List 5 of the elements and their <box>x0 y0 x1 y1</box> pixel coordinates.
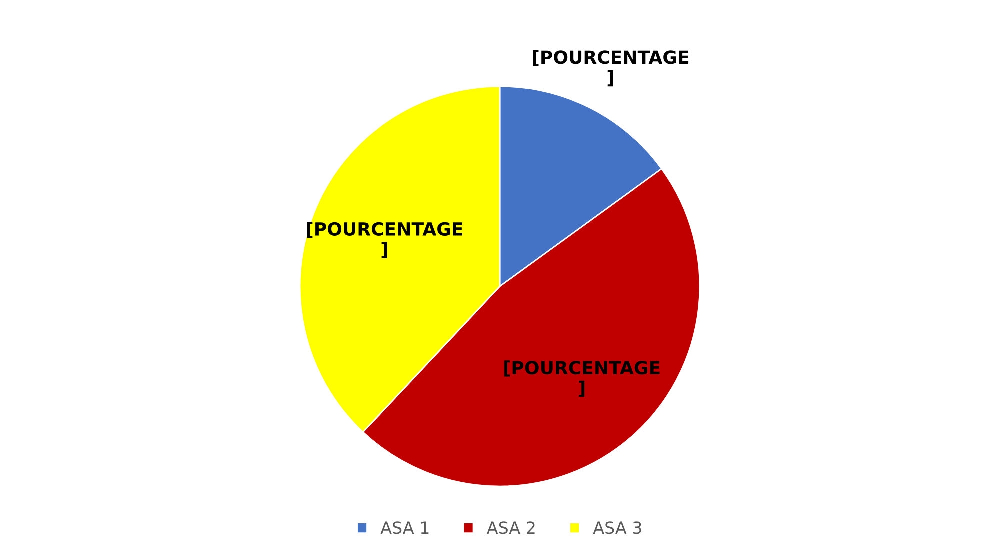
data-label: [POURCENTAGE ] <box>533 50 689 87</box>
data-label: [POURCENTAGE ] <box>504 360 660 398</box>
legend-label: ASA 1 <box>380 522 429 534</box>
legend-label: ASA 2 <box>487 522 535 534</box>
legend-label: ASA 3 <box>593 522 642 534</box>
